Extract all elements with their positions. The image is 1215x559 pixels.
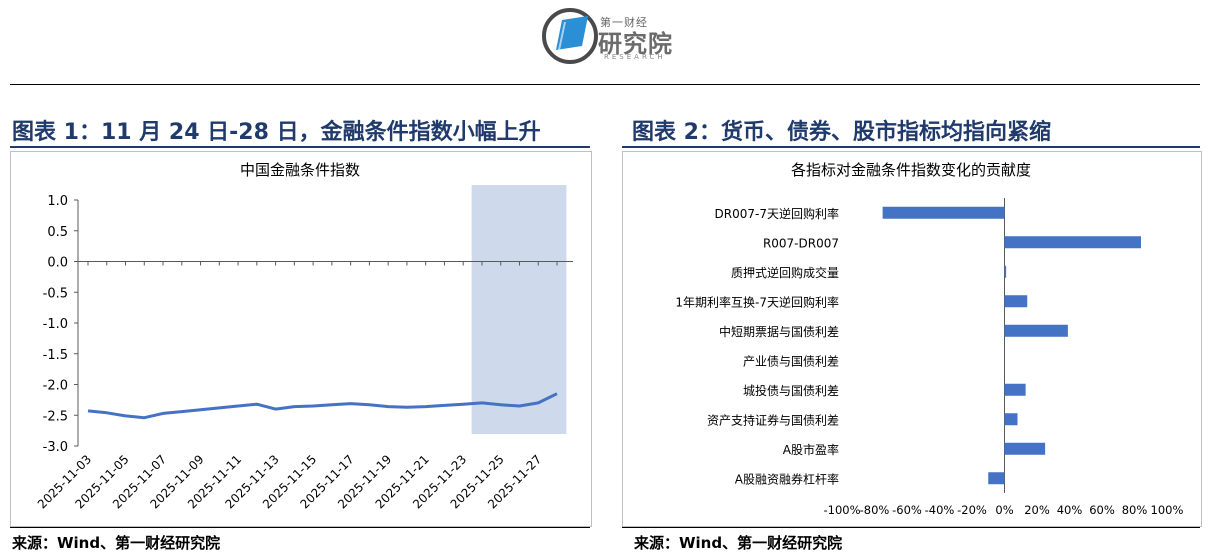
line-chart: 中国金融条件指数 1.0 0.5 0.0 -0.5 -1.0 -1.5 -2.0 -2.5 -3.…: [35, 161, 573, 511]
x-tick-label: -40%: [925, 503, 955, 517]
y-tick-label: -1.5: [43, 348, 68, 363]
x-tick-label: 60%: [1089, 503, 1115, 517]
x-tick-label: 100%: [1151, 503, 1184, 517]
category-label: 1年期利率互换-7天逆回购利率: [675, 294, 839, 309]
right-figure-title: 图表 2：货币、债券、股市指标均指向紧缩: [632, 120, 1051, 145]
y-tick-label: -1.0: [43, 317, 68, 332]
left-title-rule: [10, 146, 590, 148]
y-tick-label: -0.5: [43, 286, 68, 301]
x-tick-label: 0%: [995, 503, 1013, 517]
chart-title: 各指标对金融条件指数变化的贡献度: [791, 161, 1031, 179]
bar: [988, 472, 1005, 485]
brand-logo-icon: [542, 8, 598, 64]
bar: [1004, 442, 1046, 455]
left-bottom-rule: [10, 527, 590, 528]
highlight-band: [471, 185, 567, 434]
chart-title: 中国金融条件指数: [240, 161, 360, 179]
right-title-rule: [622, 146, 1200, 148]
x-tick-label: -80%: [860, 503, 890, 517]
x-tick-label: -60%: [892, 503, 922, 517]
bar: [1004, 324, 1068, 337]
y-tick-label: 1.0: [47, 194, 68, 209]
x-tick-label: 40%: [1057, 503, 1083, 517]
right-source-note: 来源：Wind、第一财经研究院: [634, 534, 843, 552]
bar: [1004, 265, 1007, 278]
left-figure-title: 图表 1：11 月 24 日-28 日，金融条件指数小幅上升: [12, 120, 541, 145]
left-source-note: 来源：Wind、第一财经研究院: [12, 534, 221, 552]
category-label: 中短期票据与国债利差: [719, 324, 839, 339]
brand-sub-text: RESEARCH: [604, 53, 666, 61]
y-tick-label: 0.5: [47, 225, 68, 240]
bar: [1004, 413, 1018, 426]
bar: [882, 206, 1005, 219]
y-tick-label: -2.0: [43, 379, 68, 394]
category-label: 资产支持证券与国债利差: [707, 412, 839, 427]
category-label: 城投债与国债利差: [743, 383, 839, 398]
bar: [1004, 383, 1026, 396]
right-bottom-rule: [622, 527, 1200, 528]
category-label: 质押式逆回购成交量: [731, 265, 839, 280]
header-rule: [10, 84, 1200, 85]
category-label: R007-DR007: [763, 236, 839, 250]
series-line: [87, 392, 558, 420]
brand-main-text: 研究院: [598, 30, 673, 58]
x-tick-label: 20%: [1024, 503, 1050, 517]
category-label: DR007-7天逆回购利率: [715, 206, 839, 221]
x-tick-label: 80%: [1122, 503, 1148, 517]
category-label: A股融资融券杠杆率: [735, 471, 839, 486]
category-label: 产业债与国债利差: [743, 354, 839, 368]
x-tick-label: -20%: [957, 503, 987, 517]
y-tick-label: 0.0: [47, 256, 68, 271]
category-label: A股市盈率: [783, 442, 839, 457]
y-tick-label: -2.5: [43, 409, 68, 424]
bar-chart: 各指标对金融条件指数变化的贡献度 DR007-7天逆回购利率 R007-DR007 质…: [675, 161, 1184, 517]
brand-top-text: 第一财经: [600, 16, 648, 29]
x-tick-label: -100%: [823, 503, 860, 517]
bar: [1004, 236, 1141, 249]
bar: [1004, 295, 1028, 308]
y-tick-label: -3.0: [43, 440, 68, 455]
